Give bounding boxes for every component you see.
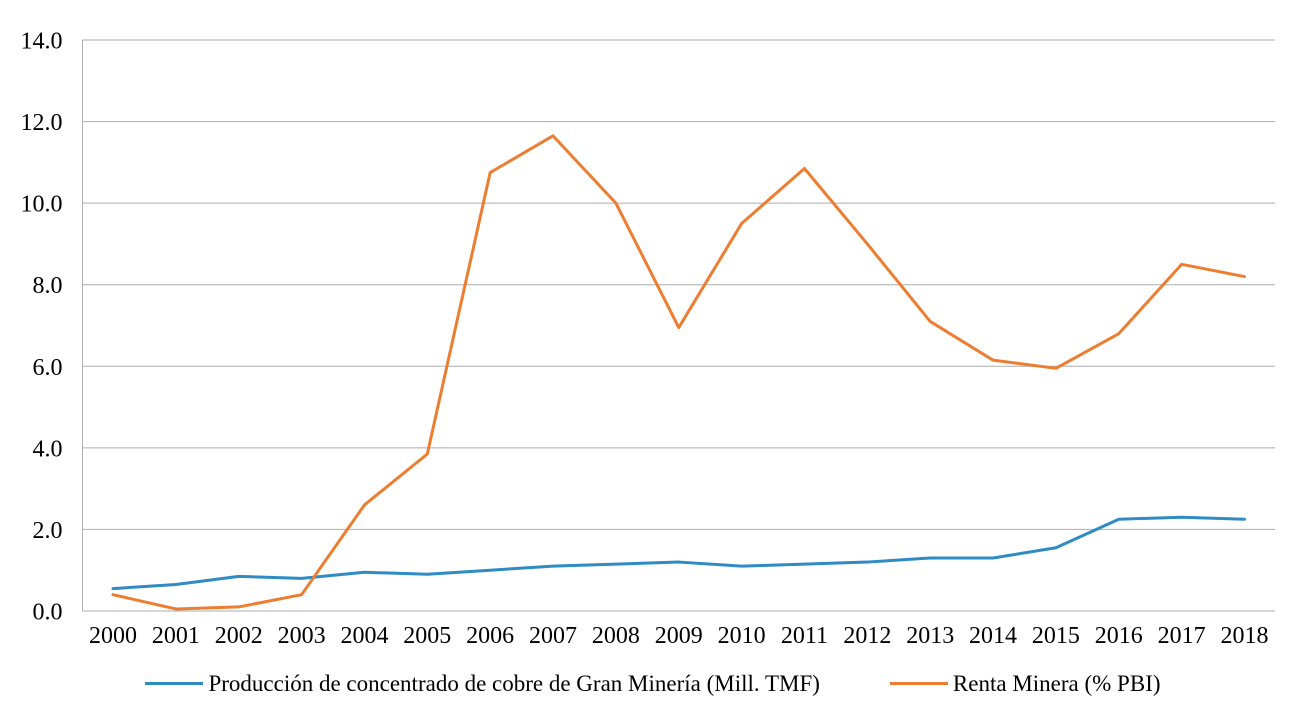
svg-text:12.0: 12.0 [21, 110, 63, 136]
svg-text:2007: 2007 [529, 623, 577, 649]
svg-text:2005: 2005 [403, 623, 451, 649]
svg-text:2003: 2003 [278, 623, 326, 649]
svg-text:2012: 2012 [843, 623, 891, 649]
svg-text:2000: 2000 [89, 623, 137, 649]
svg-text:2004: 2004 [340, 623, 388, 649]
svg-text:2014: 2014 [969, 623, 1017, 649]
svg-text:10.0: 10.0 [21, 192, 63, 218]
svg-text:14.0: 14.0 [21, 29, 63, 55]
svg-text:2015: 2015 [1032, 623, 1080, 649]
svg-text:0.0: 0.0 [33, 600, 63, 626]
svg-text:6.0: 6.0 [33, 355, 63, 381]
svg-text:2011: 2011 [781, 623, 828, 649]
svg-text:2016: 2016 [1095, 623, 1143, 649]
svg-text:2001: 2001 [152, 623, 200, 649]
svg-text:2013: 2013 [906, 623, 954, 649]
svg-text:2008: 2008 [592, 623, 640, 649]
svg-text:4.0: 4.0 [33, 436, 63, 462]
svg-text:2006: 2006 [466, 623, 514, 649]
svg-text:2017: 2017 [1158, 623, 1206, 649]
svg-text:2018: 2018 [1221, 623, 1269, 649]
svg-text:8.0: 8.0 [33, 273, 63, 299]
svg-text:2010: 2010 [718, 623, 766, 649]
svg-text:2009: 2009 [655, 623, 703, 649]
svg-text:2.0: 2.0 [33, 518, 63, 544]
svg-text:2002: 2002 [215, 623, 263, 649]
